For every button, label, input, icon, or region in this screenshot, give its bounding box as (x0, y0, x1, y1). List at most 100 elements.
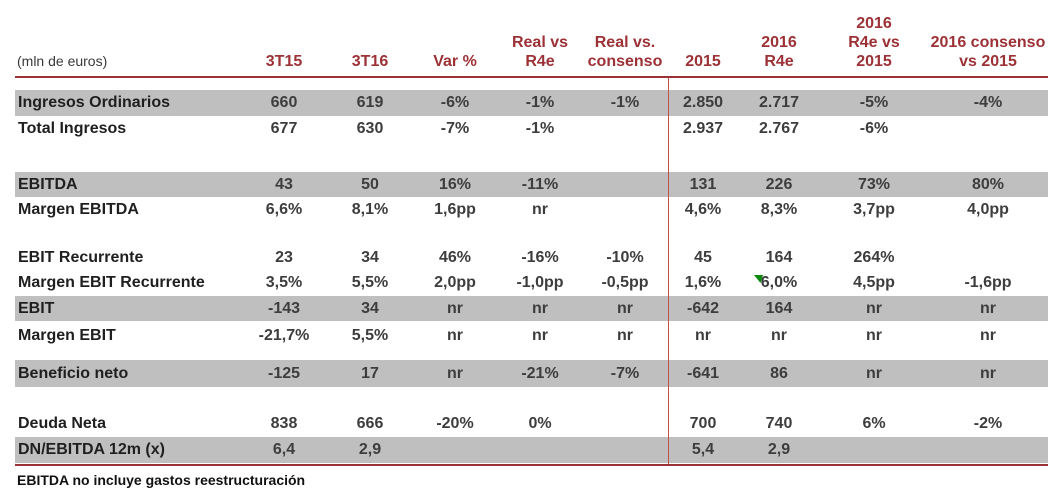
value-cell: 6% (862, 415, 886, 432)
table-row: DN/EBITDA 12m (x) 6,4 2,9 5,4 2,9 (15, 437, 1048, 463)
row-label: Margen EBITDA (18, 201, 139, 218)
header-line: consenso (587, 53, 663, 70)
value-cell: -21,7% (258, 327, 310, 344)
value-cell: 86 (738, 360, 820, 387)
row-label: EBITDA (15, 172, 240, 197)
spacer-row (15, 351, 1048, 360)
units-label: (mln de euros) (15, 0, 240, 78)
row-label: DN/EBITDA 12m (x) (15, 437, 240, 463)
value-cell (928, 116, 1048, 142)
header-line: R4e (525, 53, 555, 70)
value-cell (582, 437, 668, 463)
spacer-cell (15, 142, 1048, 172)
value-cell: nr (617, 327, 633, 344)
value-cell: -1,0pp (516, 274, 564, 291)
value-cell: 131 (668, 172, 738, 197)
value-cell: nr (695, 327, 711, 344)
value-cell: 660 (240, 90, 328, 116)
table-header: (mln de euros) 3T15 3T16 Var % Real vs R4e Rea… (15, 0, 1048, 78)
column-header-2016-r4e: 2016 R4e (738, 0, 820, 78)
header-line: Real vs (511, 34, 569, 51)
value-cell: 80% (928, 172, 1048, 197)
table-row: Margen EBIT Recurrente 3,5% 5,5% 2,0pp -1,0p… (15, 270, 1048, 296)
value-cell: 4,5pp (853, 274, 895, 291)
table-body: Ingresos Ordinarios 660 619 -6% -1% -1% 2.850 2… (15, 77, 1048, 463)
value-cell: -143 (240, 296, 328, 321)
value-cell: 1,6pp (434, 201, 476, 218)
column-header-real-vs-r4e: Real vs R4e (498, 0, 582, 78)
value-cell: 677 (270, 120, 298, 137)
value-cell: nr (412, 360, 498, 387)
value-cell: 6,0% (738, 270, 820, 296)
value-cell: 0% (528, 415, 552, 432)
table-row: Deuda Neta 838 666 -20% 0% 700 740 6% -2% (15, 411, 1048, 437)
value-cell: -0,5pp (601, 274, 649, 291)
table-row: EBIT Recurrente 23 34 46% -16% -10% 45 164 264% (15, 245, 1048, 270)
spacer-row (15, 387, 1048, 411)
value-cell: 17 (328, 360, 412, 387)
row-label: EBIT Recurrente (18, 248, 144, 266)
row-label: EBIT (15, 296, 240, 321)
table-row: EBITDA 43 50 16% -11% 131 226 73% 80% (15, 172, 1048, 197)
spacer-row (15, 223, 1048, 245)
value-cell: 43 (240, 172, 328, 197)
value-cell: -16% (521, 248, 559, 266)
header-line: R4e (764, 53, 794, 70)
value-cell: 2,0pp (434, 274, 476, 291)
value-cell: -7% (440, 120, 470, 137)
spacer-cell (15, 351, 1048, 360)
value-cell (582, 172, 668, 197)
value-cell: 164 (765, 248, 793, 266)
value-cell (582, 411, 668, 437)
value-cell: nr (820, 360, 928, 387)
table-row: Margen EBITDA 6,6% 8,1% 1,6pp nr 4,6% 8,3% 3,7p… (15, 197, 1048, 223)
value-cell: 50 (328, 172, 412, 197)
value-cell: -7% (582, 360, 668, 387)
header-line: Var % (433, 53, 477, 70)
value-cell: 666 (356, 415, 384, 432)
value-cell (928, 437, 1048, 463)
value-cell: 46% (438, 248, 472, 266)
value-cell: nr (498, 296, 582, 321)
header-line: 2016 consenso (930, 34, 1046, 51)
value-cell: 1,6% (684, 274, 722, 291)
value-cell: -6% (412, 90, 498, 116)
row-label: Total Ingresos (18, 120, 127, 137)
value-cell: 23 (275, 248, 293, 266)
value-cell: nr (866, 327, 882, 344)
value-cell: -21% (498, 360, 582, 387)
value-cell: 4,0pp (967, 201, 1009, 218)
row-label: Deuda Neta (18, 415, 107, 432)
value-cell: nr (447, 327, 463, 344)
row-label: Beneficio neto (15, 360, 240, 387)
value-cell: -4% (928, 90, 1048, 116)
table-row: Total Ingresos 677 630 -7% -1% 2.937 2.767 -6% (15, 116, 1048, 142)
table-row: Ingresos Ordinarios 660 619 -6% -1% -1% 2.850 2… (15, 90, 1048, 116)
value-cell: nr (928, 296, 1048, 321)
green-flag-icon (754, 275, 763, 283)
value-cell: 6,6% (265, 201, 303, 218)
value-cell: 34 (328, 296, 412, 321)
value-cell: nr (820, 296, 928, 321)
value-cell: 740 (765, 415, 793, 432)
value-cell: nr (928, 360, 1048, 387)
value-cell: -1,6pp (964, 274, 1012, 291)
value-cell (412, 437, 498, 463)
value-cell (928, 245, 1048, 270)
table-row: Beneficio neto -125 17 nr -21% -7% -641 86 nr nr (15, 360, 1048, 387)
value-cell: 2,9 (738, 437, 820, 463)
value-cell: -642 (668, 296, 738, 321)
table-row: Margen EBIT -21,7% 5,5% nr nr nr nr nr nr nr (15, 321, 1048, 351)
value-cell: 34 (361, 248, 379, 266)
row-label: Margen EBIT (18, 327, 116, 344)
value-cell: -2% (973, 415, 1003, 432)
value-cell: 838 (270, 415, 298, 432)
value-cell (582, 197, 668, 223)
value-cell: 4,6% (684, 201, 722, 218)
spacer-row (15, 142, 1048, 172)
value-cell: nr (771, 327, 787, 344)
header-line: 3T15 (265, 53, 303, 70)
value-cell: -1% (498, 90, 582, 116)
value-cell: -5% (820, 90, 928, 116)
spacer-cell (15, 77, 1048, 90)
